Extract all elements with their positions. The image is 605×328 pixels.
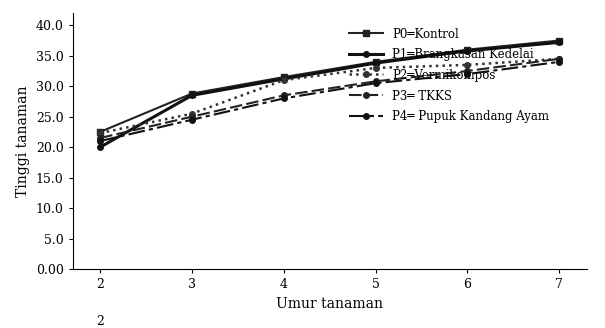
P0═Kontrol: [188, 92, 195, 95]
P3═ TKKS: [555, 57, 563, 61]
P4═ Pupuk Kandang Ayam: [372, 81, 379, 85]
Y-axis label: Tinggi tanaman: Tinggi tanaman: [16, 85, 30, 197]
P4═ Pupuk Kandang Ayam: [97, 139, 104, 143]
P4═ Pupuk Kandang Ayam: [464, 72, 471, 76]
P1═Brangkasan Kedelai: [280, 77, 287, 81]
P0═Kontrol: [464, 48, 471, 51]
P3═ TKKS: [464, 69, 471, 73]
Line: P2═Vermikompos: P2═Vermikompos: [97, 56, 562, 136]
P0═Kontrol: [555, 39, 563, 43]
P1═Brangkasan Kedelai: [555, 40, 563, 44]
P2═Vermikompos: [97, 131, 104, 135]
P4═ Pupuk Kandang Ayam: [188, 118, 195, 122]
P1═Brangkasan Kedelai: [372, 61, 379, 65]
P4═ Pupuk Kandang Ayam: [280, 96, 287, 100]
P4═ Pupuk Kandang Ayam: [555, 60, 563, 64]
P0═Kontrol: [97, 130, 104, 134]
P2═Vermikompos: [464, 63, 471, 67]
P2═Vermikompos: [188, 112, 195, 115]
P2═Vermikompos: [555, 57, 563, 61]
Line: P4═ Pupuk Kandang Ayam: P4═ Pupuk Kandang Ayam: [97, 59, 562, 144]
P3═ TKKS: [188, 115, 195, 119]
P2═Vermikompos: [280, 78, 287, 82]
Line: P1═Brangkasan Kedelai: P1═Brangkasan Kedelai: [97, 40, 562, 150]
X-axis label: Umur tanaman: Umur tanaman: [276, 297, 383, 311]
P2═Vermikompos: [372, 66, 379, 70]
Text: 2: 2: [96, 315, 104, 328]
P0═Kontrol: [372, 60, 379, 64]
Legend: P0═Kontrol, P1═Brangkasan Kedelai, P2═Vermikompos, P3═ TKKS, P4═ Pupuk Kandang A: P0═Kontrol, P1═Brangkasan Kedelai, P2═Ve…: [346, 24, 552, 127]
P3═ TKKS: [372, 79, 379, 83]
Line: P3═ TKKS: P3═ TKKS: [97, 56, 562, 141]
Line: P0═Kontrol: P0═Kontrol: [97, 38, 562, 135]
P3═ TKKS: [280, 93, 287, 97]
P1═Brangkasan Kedelai: [464, 49, 471, 53]
P0═Kontrol: [280, 75, 287, 79]
P1═Brangkasan Kedelai: [188, 93, 195, 97]
P1═Brangkasan Kedelai: [97, 145, 104, 149]
P3═ TKKS: [97, 136, 104, 140]
